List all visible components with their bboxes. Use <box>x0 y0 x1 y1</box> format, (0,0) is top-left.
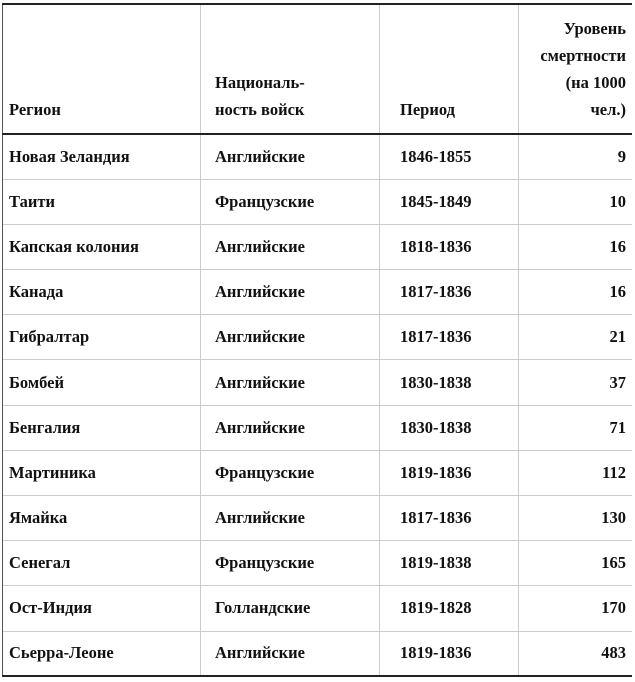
cell-rate: 165 <box>518 540 632 586</box>
cell-rate: 483 <box>518 631 632 677</box>
cell-rate: 16 <box>518 269 632 315</box>
table-row: Бенгалия Английские 1830-1838 71 <box>2 405 632 451</box>
cell-rate: 112 <box>518 450 632 496</box>
table-row: Сьерра-Леоне Английские 1819-1836 483 <box>2 631 632 677</box>
header-region: Регион <box>2 4 201 134</box>
header-line: (на 1000 <box>565 73 626 92</box>
cell-region: Ямайка <box>2 495 201 541</box>
cell-region: Канада <box>2 269 201 315</box>
cell-troops: Французские <box>200 540 380 586</box>
cell-region: Бомбей <box>2 359 201 406</box>
cell-period: 1819-1836 <box>379 631 519 677</box>
cell-troops: Английские <box>200 495 380 541</box>
cell-region: Бенгалия <box>2 405 201 451</box>
cell-rate: 16 <box>518 224 632 270</box>
mortality-table: Регион Националь- ность войск Период Уро… <box>2 3 632 678</box>
cell-region: Ост-Индия <box>2 585 201 632</box>
cell-troops: Английские <box>200 224 380 270</box>
cell-period: 1817-1836 <box>379 495 519 541</box>
table-row: Капская колония Английские 1818-1836 16 <box>2 224 632 270</box>
header-period: Период <box>379 4 519 134</box>
cell-region: Сьерра-Леоне <box>2 631 201 677</box>
cell-region: Новая Зеландия <box>2 134 201 180</box>
cell-period: 1817-1836 <box>379 314 519 360</box>
cell-rate: 10 <box>518 179 632 225</box>
cell-troops: Голландские <box>200 585 380 632</box>
cell-region: Сенегал <box>2 540 201 586</box>
cell-period: 1819-1828 <box>379 585 519 632</box>
header-row: Регион Националь- ность войск Период Уро… <box>2 4 632 134</box>
cell-troops: Английские <box>200 405 380 451</box>
header-line: Националь- <box>215 73 305 92</box>
cell-period: 1819-1838 <box>379 540 519 586</box>
table-row: Ост-Индия Голландские 1819-1828 170 <box>2 585 632 632</box>
cell-region: Гибралтар <box>2 314 201 360</box>
header-line: чел.) <box>590 100 626 119</box>
cell-region: Мартиника <box>2 450 201 496</box>
header-line: Уровень <box>563 19 626 38</box>
table-row: Новая Зеландия Английские 1846-1855 9 <box>2 134 632 180</box>
cell-rate: 21 <box>518 314 632 360</box>
cell-troops: Французские <box>200 450 380 496</box>
cell-rate: 71 <box>518 405 632 451</box>
cell-period: 1830-1838 <box>379 359 519 406</box>
cell-period: 1818-1836 <box>379 224 519 270</box>
cell-rate: 130 <box>518 495 632 541</box>
header-nationality: Националь- ность войск <box>200 4 380 134</box>
cell-troops: Английские <box>200 631 380 677</box>
table-row: Бомбей Английские 1830-1838 37 <box>2 359 632 406</box>
cell-period: 1846-1855 <box>379 134 519 180</box>
cell-rate: 9 <box>518 134 632 180</box>
cell-period: 1830-1838 <box>379 405 519 451</box>
cell-troops: Английские <box>200 134 380 180</box>
header-line: смертности <box>540 46 626 65</box>
table-row: Канада Английские 1817-1836 16 <box>2 269 632 315</box>
cell-troops: Французские <box>200 179 380 225</box>
cell-troops: Английские <box>200 359 380 406</box>
cell-period: 1817-1836 <box>379 269 519 315</box>
cell-region: Капская колония <box>2 224 201 270</box>
table-row: Ямайка Английские 1817-1836 130 <box>2 495 632 541</box>
cell-rate: 37 <box>518 359 632 406</box>
header-line: ность войск <box>215 100 305 119</box>
cell-troops: Английские <box>200 314 380 360</box>
cell-troops: Английские <box>200 269 380 315</box>
table-row: Мартиника Французские 1819-1836 112 <box>2 450 632 496</box>
cell-region: Таити <box>2 179 201 225</box>
table-row: Таити Французские 1845-1849 10 <box>2 179 632 225</box>
cell-period: 1845-1849 <box>379 179 519 225</box>
header-mortality: Уровень смертности (на 1000 чел.) <box>518 4 632 134</box>
cell-period: 1819-1836 <box>379 450 519 496</box>
table-row: Сенегал Французские 1819-1838 165 <box>2 540 632 586</box>
cell-rate: 170 <box>518 585 632 632</box>
table-row: Гибралтар Английские 1817-1836 21 <box>2 314 632 360</box>
